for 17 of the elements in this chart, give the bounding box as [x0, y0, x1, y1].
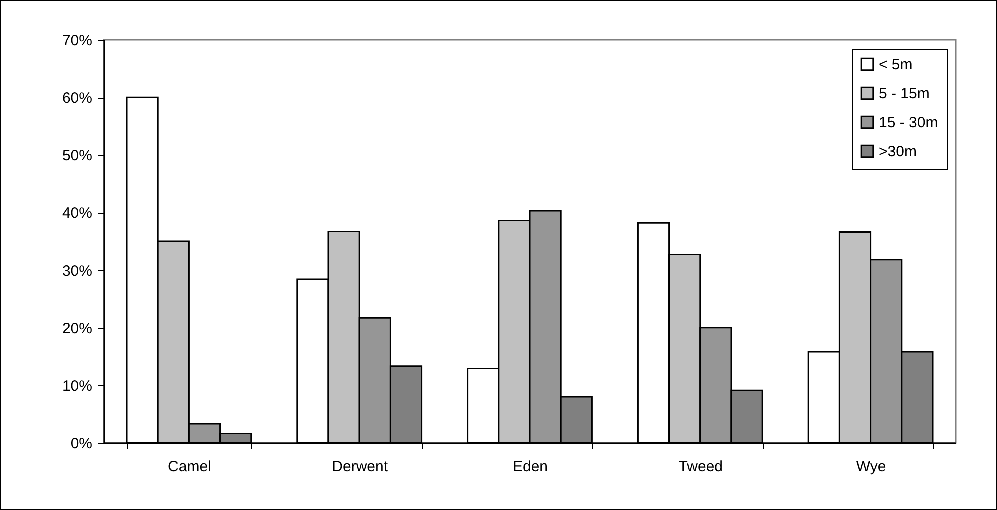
x-tick-label: Wye	[856, 458, 886, 476]
x-tick-label: Tweed	[678, 458, 723, 476]
x-tick-label: Derwent	[332, 458, 389, 476]
x-tick-label: Eden	[512, 458, 548, 476]
legend-label: < 5m	[879, 56, 913, 74]
legend-label: 15 - 30m	[879, 114, 938, 132]
y-tick-label: 30%	[62, 262, 92, 280]
x-tick-label: Camel	[168, 458, 212, 476]
y-tick-label: 10%	[62, 378, 92, 395]
y-tick-label: 60%	[62, 90, 92, 108]
y-tick-label: 70%	[62, 32, 92, 50]
y-tick-label: 0%	[70, 436, 92, 452]
y-tick-label: 50%	[62, 148, 92, 165]
legend-label: >30m	[879, 144, 917, 160]
y-tick-label: 40%	[62, 205, 92, 222]
y-tick-label: 20%	[62, 320, 92, 338]
legend-label: 5 - 15m	[879, 86, 930, 102]
